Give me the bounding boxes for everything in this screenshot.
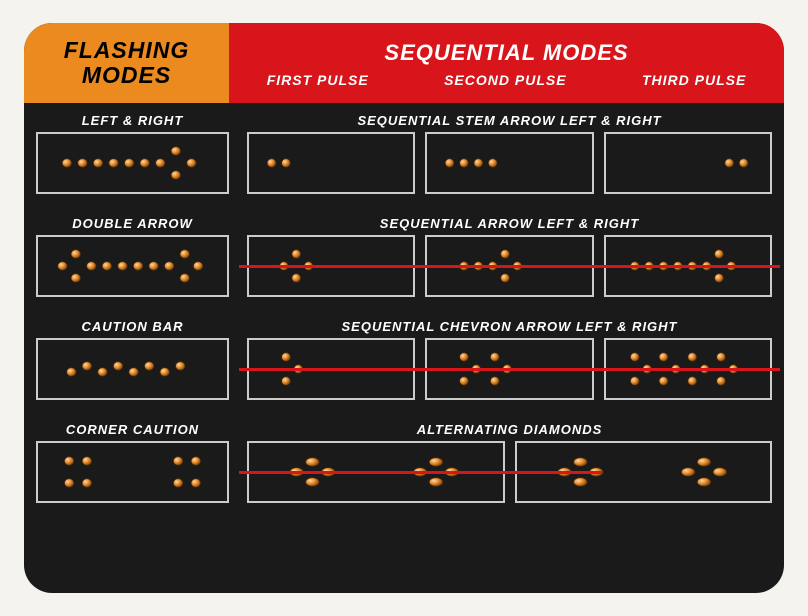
- modes-panel: FLASHING MODES SEQUENTIAL MODES FIRST PU…: [24, 23, 784, 593]
- sequential-mode-block: ALTERNATING DIAMONDS: [247, 422, 772, 503]
- diagram-box: [36, 235, 229, 297]
- flashing-modes-header: FLASHING MODES: [24, 23, 229, 103]
- mode-label: SEQUENTIAL CHEVRON ARROW LEFT & RIGHT: [247, 319, 772, 334]
- mode-label: CORNER CAUTION: [36, 422, 229, 437]
- strike-line: [239, 471, 602, 474]
- sequential-modes-header: SEQUENTIAL MODES FIRST PULSE SECOND PULS…: [229, 23, 784, 103]
- mode-label: CAUTION BAR: [36, 319, 229, 334]
- header: FLASHING MODES SEQUENTIAL MODES FIRST PU…: [24, 23, 784, 103]
- sequential-column: SEQUENTIAL STEM ARROW LEFT & RIGHT SEQUEN…: [229, 113, 772, 583]
- sequential-mode-block: SEQUENTIAL ARROW LEFT & RIGHT: [247, 216, 772, 297]
- diagram-box: [36, 132, 229, 194]
- flashing-header-line1: FLASHING: [64, 38, 190, 63]
- mode-label: DOUBLE ARROW: [36, 216, 229, 231]
- strike-line: [239, 368, 780, 371]
- flashing-mode-block: LEFT & RIGHT: [36, 113, 229, 194]
- mode-label: LEFT & RIGHT: [36, 113, 229, 128]
- flashing-mode-block: DOUBLE ARROW: [36, 216, 229, 297]
- mode-label: ALTERNATING DIAMONDS: [247, 422, 772, 437]
- sequential-mode-block: SEQUENTIAL STEM ARROW LEFT & RIGHT: [247, 113, 772, 194]
- mode-label: SEQUENTIAL ARROW LEFT & RIGHT: [247, 216, 772, 231]
- pulse-row: [247, 132, 772, 194]
- flashing-column: LEFT & RIGHT DOUBLE ARROW CAUTION BAR CORNE…: [36, 113, 229, 583]
- diagram-box: [425, 132, 593, 194]
- pulse-label-3: THIRD PULSE: [642, 72, 746, 88]
- pulse-row: [247, 338, 772, 400]
- body: LEFT & RIGHT DOUBLE ARROW CAUTION BAR CORNE…: [24, 103, 784, 593]
- diagram-box: [36, 441, 229, 503]
- diagram-box: [247, 132, 415, 194]
- diagram-box: [604, 132, 772, 194]
- flashing-header-line2: MODES: [82, 63, 171, 88]
- pulse-labels: FIRST PULSE SECOND PULSE THIRD PULSE: [229, 72, 784, 88]
- flashing-mode-block: CORNER CAUTION: [36, 422, 229, 503]
- sequential-header-title: SEQUENTIAL MODES: [384, 40, 628, 66]
- mode-label: SEQUENTIAL STEM ARROW LEFT & RIGHT: [247, 113, 772, 128]
- diagram-box: [36, 338, 229, 400]
- pulse-label-2: SECOND PULSE: [444, 72, 566, 88]
- pulse-label-1: FIRST PULSE: [267, 72, 369, 88]
- pulse-row: [247, 441, 772, 503]
- pulse-row: [247, 235, 772, 297]
- sequential-mode-block: SEQUENTIAL CHEVRON ARROW LEFT & RIGHT: [247, 319, 772, 400]
- strike-line: [239, 265, 780, 268]
- flashing-mode-block: CAUTION BAR: [36, 319, 229, 400]
